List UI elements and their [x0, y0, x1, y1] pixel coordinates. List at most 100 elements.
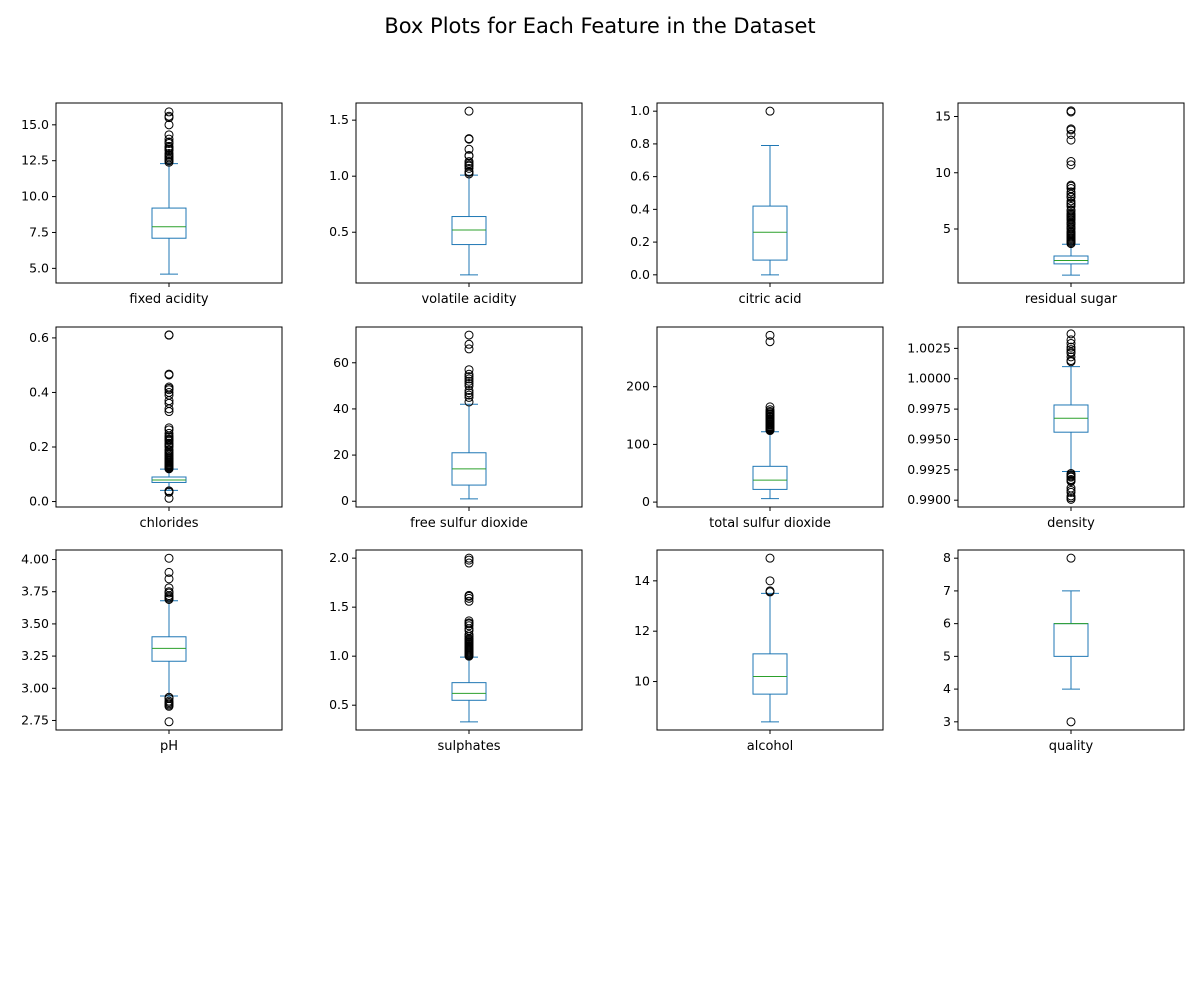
y-tick-label: 7.5 [29, 224, 49, 239]
x-label: total sulfur dioxide [709, 516, 831, 531]
outlier-point [765, 586, 775, 596]
outlier-point [464, 372, 474, 382]
outlier-point [464, 590, 474, 600]
iqr-box [151, 207, 187, 239]
outlier-point [164, 130, 174, 140]
outlier-point [164, 111, 174, 121]
y-tick-label: 20 [333, 447, 349, 462]
y-tick-label: 1.0 [329, 168, 349, 183]
outlier-point [1066, 335, 1076, 345]
outlier-point [1066, 180, 1076, 190]
outlier-point [164, 493, 174, 503]
outlier-point [1066, 205, 1076, 215]
outlier-point [164, 587, 174, 597]
iqr-box [451, 682, 487, 701]
outlier-point [164, 141, 174, 151]
outlier-point [164, 369, 174, 379]
outlier-point [765, 337, 775, 347]
outlier-point [1066, 475, 1076, 485]
outlier-point [464, 630, 474, 640]
outlier-point [164, 574, 174, 584]
outlier-point [464, 330, 474, 340]
outlier-point [164, 428, 174, 438]
outlier-point [1066, 184, 1076, 193]
outlier-point [164, 692, 174, 702]
y-tick-label: 2.0 [329, 550, 349, 565]
iqr-box [1053, 623, 1089, 657]
x-label: density [1047, 516, 1095, 531]
y-tick-label: 0.8 [630, 136, 650, 151]
outlier-point [164, 149, 174, 159]
outlier-point [464, 150, 474, 160]
iqr-box [752, 205, 788, 261]
y-tick-label: 100 [626, 436, 650, 451]
outlier-point [1066, 485, 1076, 495]
y-tick-label: 6 [943, 616, 951, 631]
subplot-9: 0.5 1.0 1.5 2.0 sulphates [329, 549, 583, 754]
y-tick-label: 0.9950 [907, 431, 951, 446]
y-tick-label: 60 [333, 355, 349, 370]
outlier-point [464, 339, 474, 349]
outlier-point [464, 376, 474, 386]
iqr-box [451, 216, 487, 246]
y-tick-label: 0.9925 [907, 462, 951, 477]
outlier-point [1066, 468, 1076, 478]
subplot-6: 0 100 200 total sulfur dioxide [626, 326, 884, 531]
outlier-point [1066, 208, 1076, 218]
iqr-box [752, 653, 788, 695]
outlier-point [164, 423, 174, 433]
outlier-point [164, 567, 174, 577]
outlier-point [1066, 717, 1076, 727]
x-label: sulphates [438, 739, 501, 754]
outlier-point [464, 616, 474, 626]
subplot-1: 0.5 1.0 1.5 volatile acidity [329, 102, 583, 307]
y-tick-label: 10 [634, 674, 650, 689]
outlier-point [464, 385, 474, 395]
outlier-point [464, 379, 474, 389]
outlier-point [464, 392, 474, 402]
outlier-point [1066, 345, 1076, 355]
x-label: citric acid [738, 292, 801, 307]
outlier-point [464, 344, 474, 354]
outlier-point [1066, 160, 1076, 170]
outlier-point [1066, 196, 1076, 206]
outlier-point [164, 137, 174, 147]
y-tick-label: 0.9900 [907, 492, 951, 507]
y-tick-label: 3.00 [21, 680, 49, 695]
y-tick-label: 0 [642, 494, 650, 509]
outlier-point [1066, 202, 1076, 211]
y-tick-label: 0 [341, 493, 349, 508]
outlier-point [464, 106, 474, 116]
outlier-point [164, 107, 174, 117]
y-tick-label: 0.5 [329, 224, 349, 239]
y-tick-label: 5 [943, 648, 951, 663]
outlier-point [464, 553, 474, 563]
y-tick-label: 1.0 [630, 103, 650, 118]
y-tick-label: 200 [626, 379, 650, 394]
outlier-point [1066, 135, 1076, 145]
outlier-point [464, 144, 474, 154]
x-label: chlorides [140, 516, 199, 531]
outlier-point [464, 558, 474, 568]
y-tick-label: 1.0025 [907, 340, 951, 355]
axes-frame [957, 549, 1185, 731]
outlier-point [164, 330, 174, 340]
outlier-point [164, 438, 174, 448]
y-tick-label: 15.0 [21, 117, 49, 132]
outlier-point [164, 486, 174, 496]
y-tick-label: 15 [935, 109, 951, 124]
subplot-5: 0 20 40 60 free sulfur dioxide [333, 326, 583, 531]
x-label: free sulfur dioxide [410, 516, 528, 531]
outlier-point [464, 397, 474, 407]
y-tick-label: 3.25 [21, 648, 49, 663]
outlier-point [1066, 329, 1076, 339]
outlier-point [164, 120, 174, 130]
outlier-point [1066, 347, 1076, 357]
outlier-point [464, 157, 474, 167]
outlier-point [1066, 130, 1076, 139]
subplot-7: 0.9900 0.9925 0.9950 0.9975 1.0000 1.0025 dens… [907, 326, 1185, 531]
y-tick-label: 5 [943, 221, 951, 236]
y-tick-label: 0.2 [29, 439, 49, 454]
y-tick-label: 3.50 [21, 616, 49, 631]
y-tick-label: 3 [943, 714, 951, 729]
